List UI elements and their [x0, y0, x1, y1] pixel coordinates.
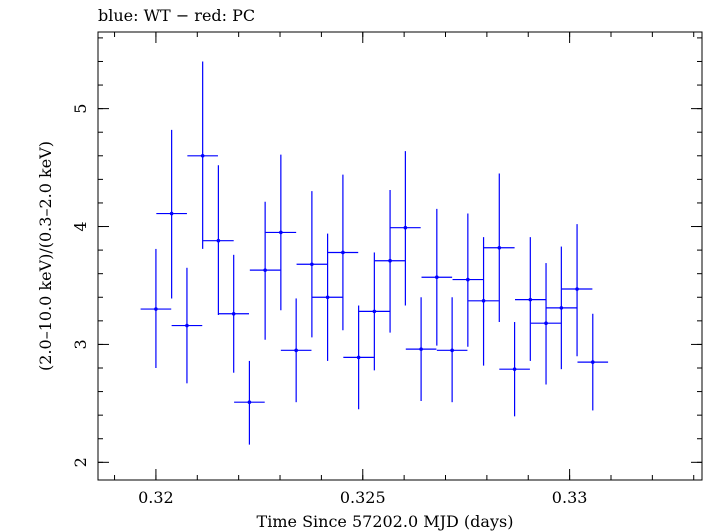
data-point	[499, 322, 530, 417]
plot-frame	[97, 31, 703, 481]
x-tick-label: 0.33	[552, 488, 588, 507]
point-marker	[263, 268, 267, 272]
point-marker	[590, 360, 595, 364]
x-axis-label: Time Since 57202.0 MJD (days)	[257, 512, 514, 531]
data-point	[312, 233, 343, 361]
y-tick-label: 2	[71, 457, 90, 467]
data-point	[296, 191, 328, 338]
point-marker	[279, 230, 283, 235]
data-point	[374, 189, 406, 333]
data-point	[561, 224, 593, 357]
axis-ticks	[98, 32, 702, 480]
point-marker	[154, 307, 158, 311]
point-marker	[325, 295, 330, 300]
data-point	[203, 165, 234, 315]
data-point	[483, 173, 515, 323]
point-marker	[247, 400, 252, 404]
data-point	[546, 246, 577, 370]
point-marker	[169, 211, 174, 216]
point-marker	[575, 287, 579, 291]
data-point	[171, 267, 203, 384]
y-axis-label: (2.0–10.0 keV)/(0.3–2.0 keV)	[36, 141, 55, 371]
data-point	[343, 305, 374, 410]
x-tick-label: 0.325	[340, 488, 386, 507]
data-point	[327, 174, 359, 331]
point-marker	[372, 309, 377, 314]
data-point	[187, 61, 218, 249]
point-marker	[185, 323, 189, 328]
data-point	[280, 298, 312, 403]
point-marker	[200, 153, 205, 158]
chart-title: blue: WT − red: PC	[98, 6, 255, 25]
point-marker	[216, 238, 221, 243]
data-point	[234, 360, 265, 445]
point-marker	[450, 348, 454, 353]
point-marker	[294, 348, 298, 353]
point-marker	[310, 262, 314, 267]
point-marker	[528, 297, 533, 302]
data-point	[218, 254, 249, 373]
point-marker	[403, 225, 408, 230]
y-tick-label: 3	[71, 339, 90, 349]
data-point	[421, 208, 453, 346]
x-tick-label: 0.32	[138, 488, 174, 507]
point-marker	[356, 355, 361, 360]
data-point	[390, 151, 421, 306]
point-marker	[497, 245, 502, 250]
tick-labels: 0.32 0.325 0.33 2 3 4 5	[71, 104, 587, 507]
data-point	[468, 237, 499, 366]
data-points	[140, 61, 609, 445]
data-point	[156, 129, 187, 299]
data-point	[249, 201, 281, 340]
data-point	[577, 313, 609, 411]
data-point	[265, 154, 297, 311]
point-marker	[559, 306, 564, 310]
data-point	[436, 297, 468, 403]
y-tick-label: 5	[71, 104, 90, 114]
data-point	[359, 252, 390, 371]
data-point	[515, 237, 546, 361]
data-point	[140, 248, 172, 368]
point-marker	[544, 321, 548, 326]
data-point	[530, 263, 562, 385]
data-point	[452, 213, 484, 347]
y-tick-label: 4	[71, 221, 90, 231]
point-marker	[341, 250, 345, 255]
data-point	[405, 297, 437, 402]
point-marker	[466, 277, 470, 282]
point-marker	[388, 258, 392, 263]
point-marker	[419, 347, 423, 351]
point-marker	[512, 367, 517, 371]
point-marker	[435, 275, 439, 280]
point-marker	[231, 311, 236, 316]
point-marker	[481, 299, 486, 303]
